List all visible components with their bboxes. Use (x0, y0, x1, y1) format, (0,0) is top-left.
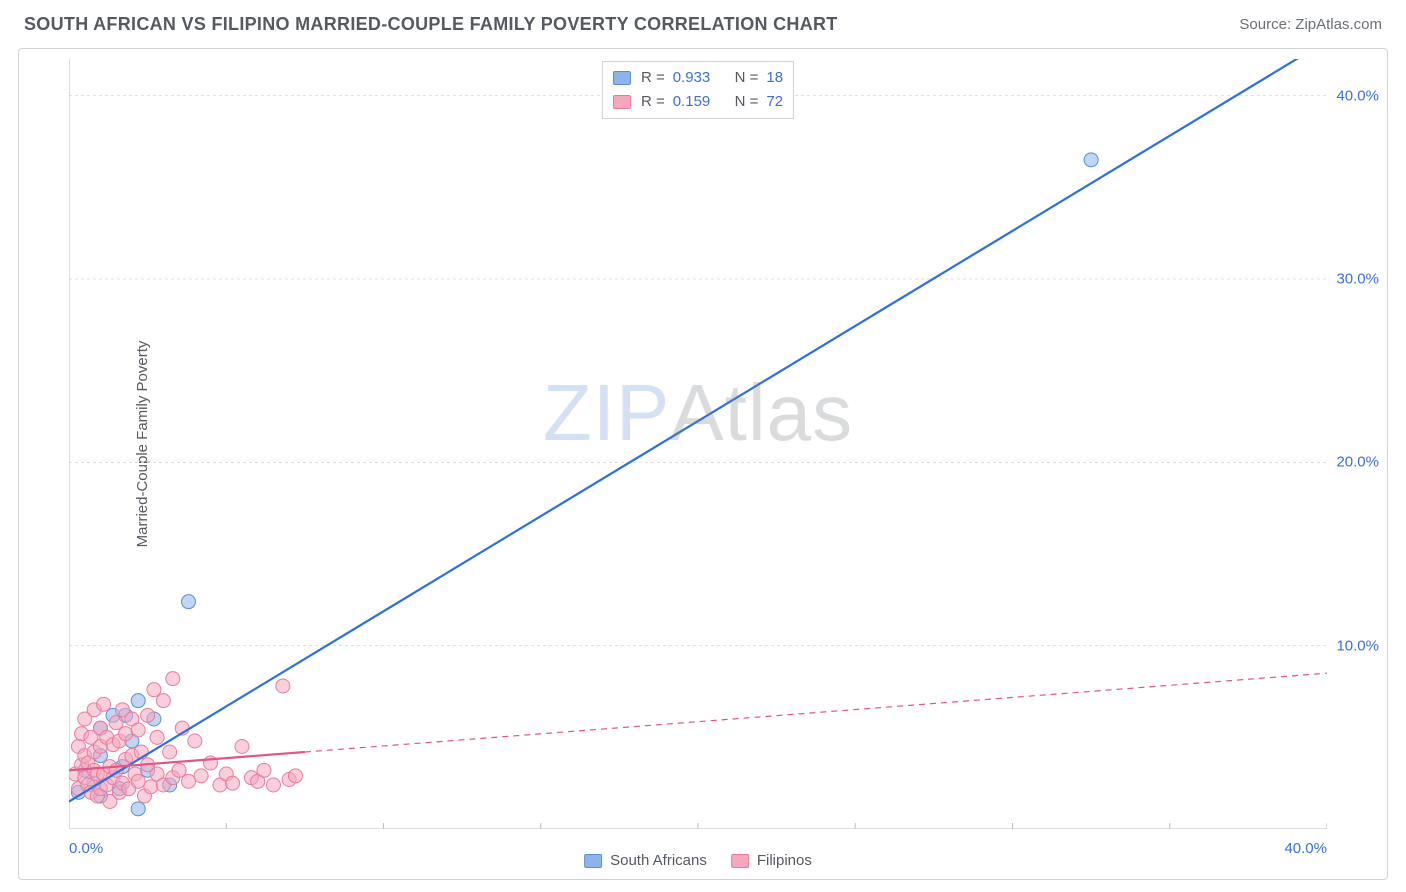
legend-swatch-icon (584, 854, 602, 868)
chart-container: Married-Couple Family Poverty ZIPAtlas R… (18, 48, 1388, 880)
plot-svg (69, 59, 1327, 829)
legend-item-filipinos: Filipinos (731, 852, 812, 869)
legend-stats: R = 0.933 N = 18 R = 0.159 N = 72 (602, 61, 794, 119)
legend-swatch-icon (731, 854, 749, 868)
legend-swatch-pink (613, 95, 631, 109)
y-tick-label: 30.0% (1336, 271, 1379, 288)
y-tick-label: 20.0% (1336, 454, 1379, 471)
y-tick-label: 40.0% (1336, 87, 1379, 104)
legend-stats-row-1: R = 0.159 N = 72 (613, 90, 783, 114)
y-tick-label: 10.0% (1336, 637, 1379, 654)
chart-header: SOUTH AFRICAN VS FILIPINO MARRIED-COUPLE… (0, 0, 1406, 45)
x-tick-label: 40.0% (1284, 840, 1327, 857)
legend-series: South Africans Filipinos (584, 852, 812, 869)
chart-source: Source: ZipAtlas.com (1239, 16, 1382, 33)
legend-swatch-blue (613, 71, 631, 85)
x-tick-label: 0.0% (69, 840, 103, 857)
legend-stats-row-0: R = 0.933 N = 18 (613, 66, 783, 90)
plot-area: Married-Couple Family Poverty ZIPAtlas R… (69, 59, 1327, 829)
legend-item-south-africans: South Africans (584, 852, 707, 869)
chart-title: SOUTH AFRICAN VS FILIPINO MARRIED-COUPLE… (24, 14, 838, 35)
